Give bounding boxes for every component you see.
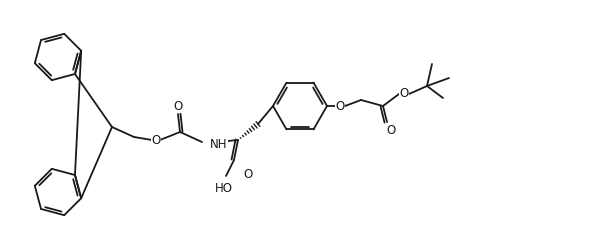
Text: NH: NH [210,138,228,151]
Text: O: O [386,124,396,137]
Text: O: O [244,168,252,181]
Text: O: O [173,100,182,113]
Text: O: O [336,100,345,113]
Text: HO: HO [215,182,233,195]
Text: O: O [151,134,160,147]
Text: O: O [399,86,409,99]
